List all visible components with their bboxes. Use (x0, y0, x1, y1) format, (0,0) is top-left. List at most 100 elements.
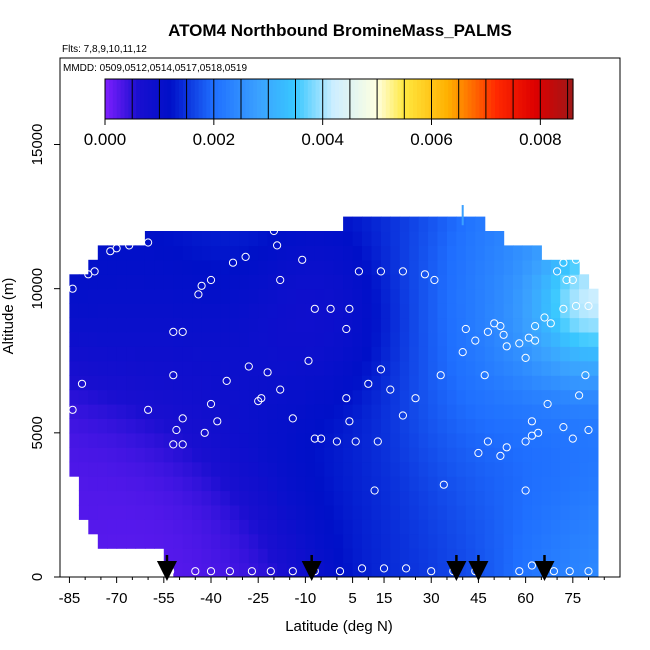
heatmap-cell (286, 317, 297, 333)
heatmap-cell (343, 245, 354, 261)
heatmap-cell (541, 404, 552, 419)
heatmap-cell (248, 288, 259, 304)
heatmap-cell (437, 259, 448, 275)
heatmap-cell (97, 476, 108, 492)
heatmap-cell (201, 288, 212, 304)
heatmap-cell (418, 346, 429, 362)
sample-point (515, 567, 524, 576)
heatmap-cell (135, 274, 146, 290)
heatmap-cell (513, 317, 523, 333)
heatmap-cell (277, 519, 288, 535)
heatmap-cell (211, 317, 221, 333)
heatmap-cell (494, 447, 505, 463)
heatmap-cell (409, 346, 420, 362)
heatmap-cell (343, 548, 354, 564)
colorbar-segment (518, 79, 523, 119)
heatmap-cell (154, 360, 165, 376)
heatmap-cell (220, 504, 231, 520)
heatmap-cell (362, 404, 372, 419)
heatmap-cell (258, 389, 269, 405)
heatmap-cell (163, 245, 174, 261)
heatmap-cell (229, 404, 240, 419)
heatmap-cell (456, 432, 467, 448)
heatmap-cell (418, 404, 429, 419)
heatmap-cell (352, 274, 363, 290)
heatmap-cell (409, 331, 420, 347)
sample-point (420, 270, 429, 279)
heatmap-cell (126, 461, 137, 477)
heatmap-cell (126, 331, 137, 347)
heatmap-cell (182, 360, 193, 376)
heatmap-cell (267, 418, 278, 434)
heatmap-cell (314, 288, 325, 304)
heatmap-cell (305, 562, 316, 577)
heatmap-cell (428, 375, 439, 391)
sample-point (77, 379, 87, 388)
heatmap-cell (399, 447, 410, 463)
heatmap-cell (286, 548, 297, 564)
heatmap-cell (286, 375, 297, 391)
heatmap-cell (447, 317, 457, 333)
colorbar-segment (366, 79, 371, 119)
heatmap-cell (343, 504, 354, 520)
heatmap-cell (192, 274, 203, 290)
heatmap-cell (258, 519, 269, 535)
heatmap-cell (173, 303, 184, 319)
sample-point (474, 448, 483, 458)
heatmap-cell (135, 288, 146, 304)
heatmap-cell (503, 303, 514, 319)
heatmap-cell (277, 331, 288, 347)
colorbar-segment (327, 79, 332, 119)
heatmap-cell (324, 447, 335, 463)
heatmap-cell (513, 432, 523, 448)
heatmap-cell (296, 533, 306, 549)
heatmap-cell (541, 476, 552, 492)
heatmap-cell (550, 288, 561, 304)
heatmap-cell (201, 519, 212, 535)
heatmap-cell (305, 418, 316, 434)
heatmap-cell (220, 317, 231, 333)
heatmap-cell (380, 404, 391, 419)
heatmap-cell (144, 346, 155, 362)
heatmap-cell (390, 490, 401, 506)
colorbar-segment (444, 79, 449, 119)
heatmap-cell (107, 461, 118, 477)
heatmap-cell (286, 274, 297, 290)
heatmap-cell (343, 317, 354, 333)
heatmap-cell (503, 245, 514, 261)
heatmap-cell (277, 389, 288, 405)
heatmap-cell (201, 346, 212, 362)
heatmap-cell (352, 404, 363, 419)
sample-point (515, 339, 524, 348)
heatmap-cell (475, 331, 486, 347)
heatmap-cell (484, 533, 495, 549)
heatmap-cell (248, 447, 259, 463)
heatmap-cell (362, 418, 372, 434)
heatmap-cell (126, 533, 137, 549)
heatmap-cell (267, 360, 278, 376)
sample-point (411, 394, 420, 403)
heatmap-cell (588, 375, 599, 391)
heatmap-cell (220, 245, 231, 261)
heatmap-cell (78, 461, 89, 477)
heatmap-cell (211, 519, 221, 535)
heatmap-cell (135, 476, 146, 492)
heatmap-cell (163, 317, 174, 333)
sample-point (304, 356, 313, 365)
colorbar-segment (202, 79, 207, 119)
heatmap-cell (229, 346, 240, 362)
heatmap-cell (560, 461, 571, 477)
heatmap-cell (447, 375, 457, 391)
heatmap-cell (399, 432, 410, 448)
heatmap-cell (475, 519, 486, 535)
heatmap-cell (465, 216, 476, 232)
colorbar-segment (561, 79, 566, 119)
heatmap-cell (182, 274, 193, 290)
heatmap-cell (494, 562, 505, 577)
heatmap-cell (588, 418, 599, 434)
heatmap-cell (258, 259, 269, 275)
heatmap-cell (154, 303, 165, 319)
sample-point (335, 567, 345, 576)
heatmap-cell (503, 360, 514, 376)
heatmap-cell (371, 562, 382, 577)
